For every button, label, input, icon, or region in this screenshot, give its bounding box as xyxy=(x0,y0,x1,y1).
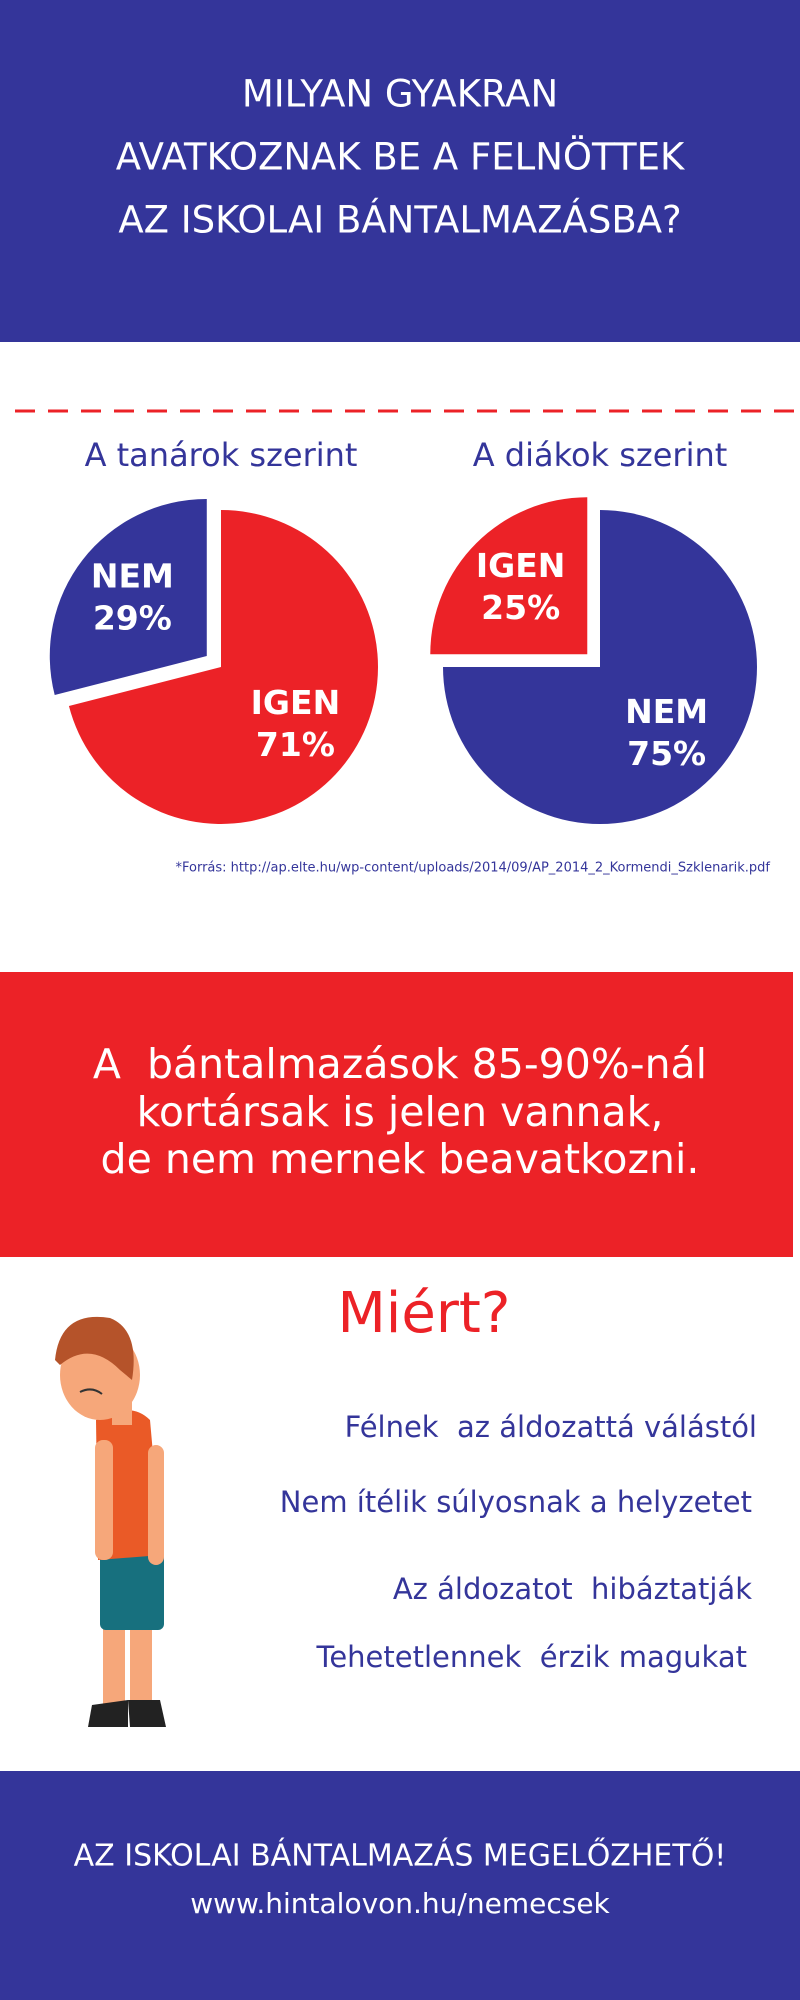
footer-bg xyxy=(0,1771,800,2000)
footer-url: www.hintalovon.hu/nemecsek xyxy=(190,1887,610,1920)
header-title: AVATKOZNAK BE A FELNÖTTEK xyxy=(116,136,686,179)
source: *Forrás: http://ap.elte.hu/wp-content/up… xyxy=(175,861,770,876)
pie-slice xyxy=(430,497,588,655)
slice-label: IGEN xyxy=(476,546,566,585)
banner-text: A bántalmazások 85-90%-nál xyxy=(93,1040,707,1088)
pie-slice xyxy=(443,510,757,824)
slice-value-label: 75% xyxy=(627,734,706,773)
pie-slice xyxy=(49,498,207,696)
why-item: Félnek az áldozattá válástól xyxy=(345,1410,757,1444)
banner-text: de nem mernek beavatkozni. xyxy=(101,1135,700,1183)
pie-title: A diákok szerint xyxy=(473,436,728,474)
pie-title: A tanárok szerint xyxy=(85,436,358,474)
slice-value-label: 71% xyxy=(256,725,335,764)
footer-title: AZ ISKOLAI BÁNTALMAZÁS MEGELŐZHETŐ! xyxy=(74,1837,727,1874)
banner-text: kortársak is jelen vannak, xyxy=(137,1088,664,1136)
header-title: AZ ISKOLAI BÁNTALMAZÁSBA? xyxy=(118,198,681,242)
banner-bg xyxy=(0,972,793,1257)
boy-illustration xyxy=(55,1316,166,1727)
pie-slice xyxy=(68,510,378,825)
slice-value-label: 25% xyxy=(481,588,560,627)
header-bg xyxy=(0,0,800,342)
why-item: Tehetetlennek érzik magukat xyxy=(316,1640,747,1674)
slice-value-label: 29% xyxy=(93,599,172,638)
why-item: Nem ítélik súlyosnak a helyzetet xyxy=(280,1485,752,1519)
why-title: Miért? xyxy=(337,1281,510,1346)
why-item: Az áldozatot hibáztatják xyxy=(393,1572,752,1606)
header-title: MILYAN GYAKRAN xyxy=(242,73,558,116)
slice-label: NEM xyxy=(625,692,708,731)
slice-label: IGEN xyxy=(251,683,341,722)
slice-label: NEM xyxy=(91,557,174,596)
